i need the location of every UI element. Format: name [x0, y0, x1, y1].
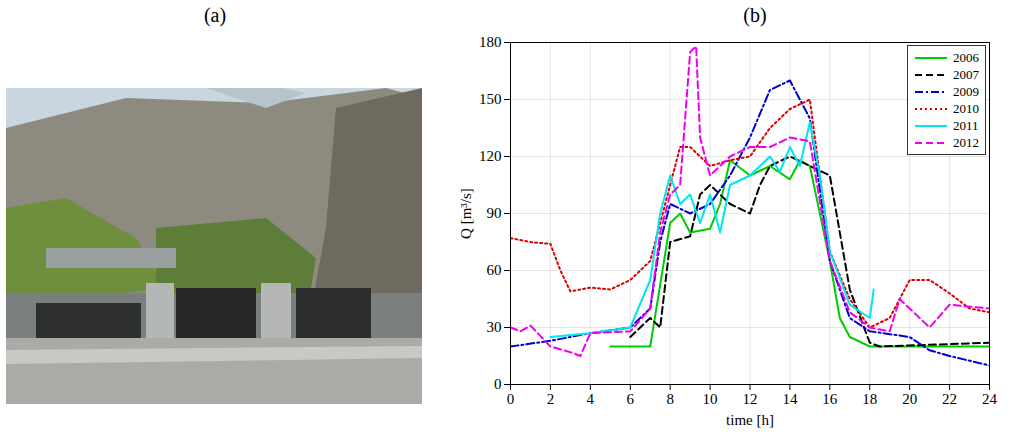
- svg-text:150: 150: [479, 91, 502, 107]
- svg-text:30: 30: [487, 319, 502, 335]
- svg-text:20: 20: [902, 391, 917, 407]
- svg-text:60: 60: [487, 262, 502, 278]
- svg-text:0: 0: [507, 391, 515, 407]
- svg-text:2: 2: [547, 391, 555, 407]
- html-text:2006: 2006: [953, 50, 979, 65]
- html-text:2009: 2009: [953, 84, 979, 99]
- html-text:(b): (b): [743, 4, 767, 26]
- svg-text:120: 120: [479, 148, 502, 164]
- svg-text:12: 12: [743, 391, 758, 407]
- svg-text:4: 4: [587, 391, 595, 407]
- svg-text:Q [m³/s]: Q [m³/s]: [458, 188, 474, 239]
- svg-text:18: 18: [862, 391, 877, 407]
- svg-text:14: 14: [782, 391, 798, 407]
- svg-text:time [h]: time [h]: [726, 412, 774, 428]
- svg-text:90: 90: [487, 205, 502, 221]
- html-text:2011: 2011: [953, 118, 979, 133]
- svg-text:8: 8: [666, 391, 674, 407]
- html-text:2007: 2007: [953, 67, 979, 82]
- svg-text:6: 6: [627, 391, 635, 407]
- html-text:2010: 2010: [953, 101, 979, 116]
- html-text:2012: 2012: [953, 135, 979, 150]
- svg-text:180: 180: [479, 34, 502, 50]
- svg-text:16: 16: [822, 391, 838, 407]
- svg-text:10: 10: [703, 391, 718, 407]
- svg-text:22: 22: [942, 391, 957, 407]
- svg-text:24: 24: [982, 391, 998, 407]
- svg-text:0: 0: [494, 376, 502, 392]
- html-text:(a): (a): [203, 4, 227, 26]
